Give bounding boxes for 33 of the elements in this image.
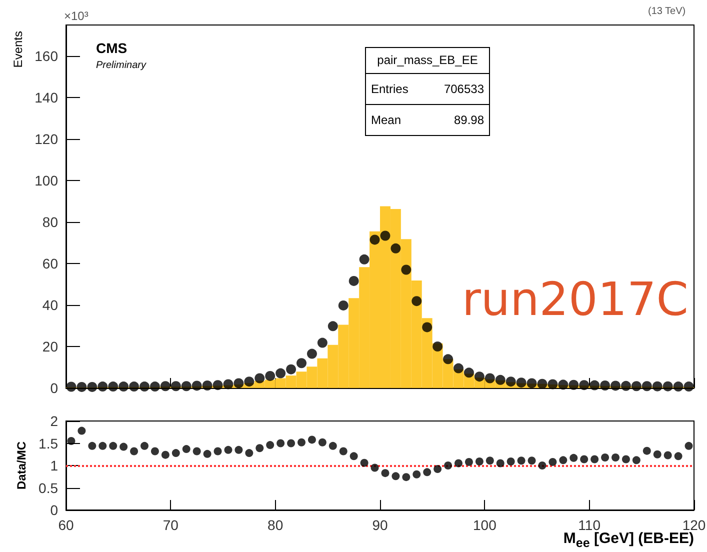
annotation: Preliminary [96,60,146,71]
x-tick-label: 70 [162,517,179,533]
y-tick-label: 140 [34,90,58,106]
y-axis-title: Events [11,31,25,68]
y-tick-label: 1.5 [38,435,58,452]
annotation: 706533 [444,82,484,96]
y-tick-label: 2 [50,413,58,429]
annotation: 89.98 [454,113,484,127]
y-tick-label: 160 [34,48,58,64]
annotation: pair_mass_EB_EE [376,53,479,67]
y-tick-label: 120 [34,131,58,148]
y-tick-label: 40 [42,297,58,314]
x-axis-title: M$_{ee}$ [GeV] (EB-EE) [563,530,694,550]
x-tick-label: 90 [372,517,388,533]
text: ×10³ [64,9,88,23]
annotation: run2017C [462,272,688,326]
x-tick-label: 100 [472,517,497,533]
y-tick-label: 20 [42,338,58,355]
y-tick-label: 1 [50,458,58,474]
x-tick-label: 110 [578,517,601,533]
y-axis-title: Data/MC [14,441,29,490]
annotation: Entries [371,82,408,96]
x-tick-label: 80 [268,517,284,533]
x-tick-label: 120 [682,517,706,533]
y-tick-label: 100 [34,172,58,189]
y-tick-label: 0 [50,502,58,518]
text: (13 TeV) [648,6,686,17]
annotation: Mean [371,113,402,127]
annotation: CMS [96,40,128,56]
y-tick-label: 0.5 [38,480,58,496]
y-tick-label: 60 [42,256,58,272]
y-tick-label: 80 [42,214,58,230]
y-tick-label: 0 [50,380,58,396]
